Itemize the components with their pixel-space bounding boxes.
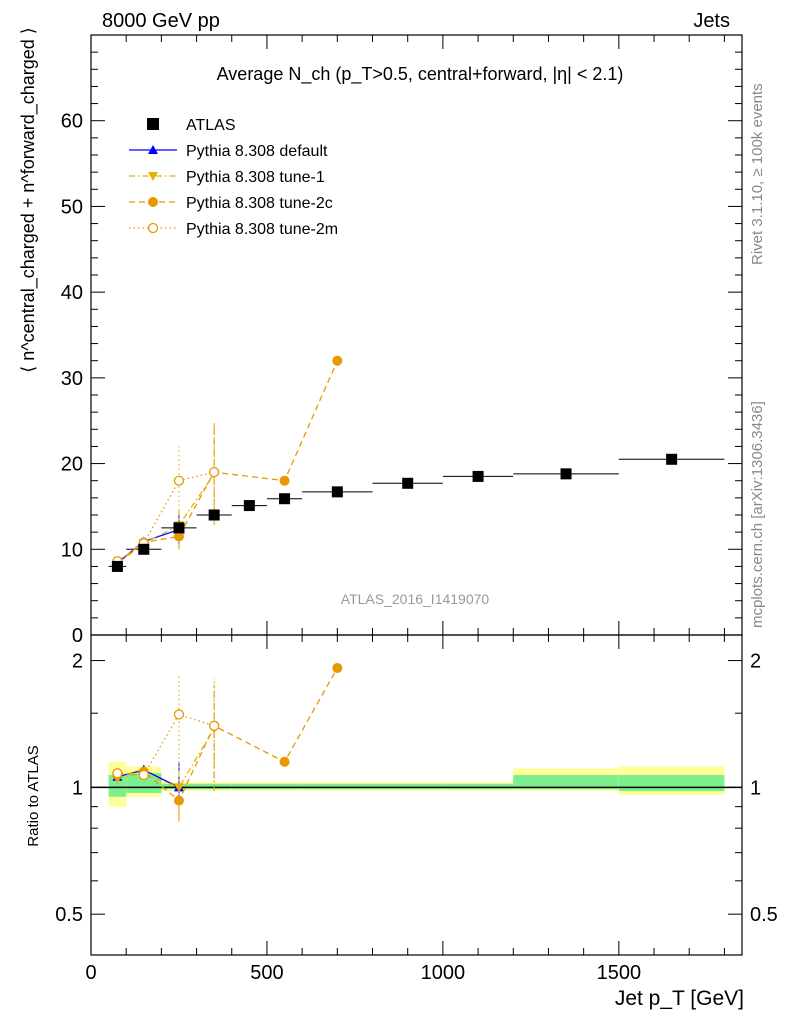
ratio-tune-2m-point	[209, 720, 220, 731]
ratio-tune-2c-point	[173, 795, 184, 806]
ratio-tune-2c-point	[279, 756, 290, 767]
ratio-x-tick-label: 1000	[421, 962, 466, 984]
main-tune-2m-point	[173, 475, 185, 486]
atlas-data-point	[173, 522, 185, 534]
atlas-data-point	[472, 470, 484, 482]
ratio-uncertainty-band-inner	[442, 783, 514, 790]
ratio-y-tick-label: 1	[72, 777, 83, 799]
atlas-data-point	[111, 560, 123, 572]
legend-label: ATLAS	[186, 117, 236, 134]
header-left: 8000 GeV pp	[102, 10, 220, 32]
main-y-tick-label: 10	[61, 539, 83, 561]
main-y-tick-label: 20	[61, 454, 83, 476]
main-y-tick-label: 30	[61, 368, 83, 390]
ratio-y-tick-label-right: 0.5	[750, 904, 778, 926]
rivet-version-label: Rivet 3.1.10, ≥ 100k events	[749, 83, 766, 265]
main-y-tick-label: 60	[61, 111, 83, 133]
ratio-x-tick-label: 1500	[597, 962, 642, 984]
ratio-y-tick-label: 0.5	[55, 904, 83, 926]
atlas-data-point	[243, 500, 255, 512]
x-axis-label: Jet p_T [GeV]	[615, 987, 744, 1010]
main-y-axis-label: ⟨ n^central_charged + n^forward_charged …	[18, 27, 39, 373]
main-y-tick-label: 50	[61, 196, 83, 218]
main-tune-2c-series-line	[117, 360, 338, 563]
ratio-uncertainty-band-inner	[372, 783, 443, 790]
ratio-x-tick-label: 500	[250, 962, 283, 984]
atlas-data-point	[331, 486, 343, 498]
main-y-tick-label: 40	[61, 282, 83, 304]
main-tune-1-series-line	[116, 473, 215, 565]
legend-label: Pythia 8.308 tune-2m	[186, 221, 338, 238]
ratio-tune-1-series-line	[117, 728, 215, 789]
ratio-plot-frame	[90, 634, 743, 956]
main-tune-2m-point	[209, 466, 220, 478]
legend-label: Pythia 8.308 default	[186, 143, 328, 160]
ratio-tune-2m-point	[138, 769, 149, 781]
ratio-tune-2m-point	[173, 709, 185, 720]
atlas-data-point	[208, 509, 220, 521]
atlas-data-point	[279, 493, 291, 505]
atlas-data-point	[560, 468, 572, 480]
legend-label: Pythia 8.308 tune-1	[186, 169, 325, 186]
analysis-watermark: ATLAS_2016_I1419070	[341, 591, 490, 607]
legend-marker	[148, 145, 158, 154]
ratio-y-axis-label: Ratio to ATLAS	[25, 745, 42, 846]
legend-marker	[147, 222, 159, 234]
header-right: Jets	[693, 10, 730, 32]
legend-marker	[148, 197, 158, 207]
atlas-data-point	[666, 453, 678, 465]
ratio-y-tick-label-right: 1	[750, 777, 761, 799]
legend-label: Pythia 8.308 tune-2c	[186, 195, 333, 212]
ratio-uncertainty-band-inner	[302, 783, 373, 790]
ratio-tune-2c-point	[332, 663, 343, 674]
main-tune-2c-point	[332, 355, 343, 366]
atlas-data-point	[138, 543, 150, 555]
ratio-tune-2m-series-line	[117, 713, 215, 776]
ratio-tune-2m-point	[112, 768, 123, 779]
main-tune-2c-point	[279, 475, 290, 486]
main-panel: 0 10 20 30 40 50 60 ATLAS Pythia 8.308 default Py…	[61, 34, 743, 647]
main-tune-2c-point	[173, 531, 184, 542]
ratio-x-tick-label: 0	[85, 962, 96, 984]
ratio-y-tick-label: 2	[72, 651, 83, 673]
main-title: Average N_ch (p_T>0.5, central+forward, …	[217, 64, 624, 85]
mcplots-label: mcplots.cern.ch [arXiv:1306.3436]	[749, 401, 766, 628]
ratio-uncertainty-band-inner	[266, 783, 303, 790]
main-tune-2m-series-line	[117, 471, 215, 562]
ratio-uncertainty-band-inner	[231, 783, 267, 790]
main-y-tick-label: 0	[72, 625, 83, 647]
ratio-y-tick-label-right: 2	[750, 651, 761, 673]
atlas-data-point	[402, 477, 414, 489]
legend-marker	[147, 118, 159, 130]
ratio-uncertainty-band-inner	[513, 774, 619, 790]
ratio-uncertainty-band-inner	[618, 774, 725, 792]
ratio-panel: 0.5 0.5 1 1 2 2 0 500 1000 1500	[55, 634, 778, 984]
legend-marker	[148, 172, 158, 181]
